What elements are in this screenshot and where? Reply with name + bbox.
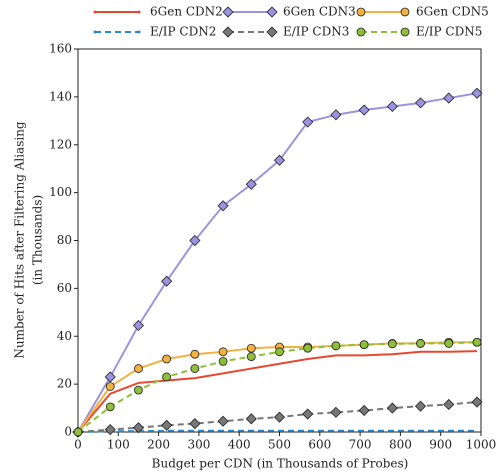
x-axis-label: Budget per CDN (in Thousands of Probes) — [152, 457, 409, 471]
data-point — [161, 275, 173, 287]
data-point — [162, 354, 172, 364]
data-point — [275, 347, 284, 357]
y-tick-label: 40 — [57, 329, 72, 343]
y-tick-label: 160 — [49, 42, 72, 56]
x-tick-label: 500 — [268, 438, 291, 452]
legend-marker — [93, 30, 97, 34]
data-point — [358, 104, 370, 116]
legend-label: E/IP CDN5 — [416, 25, 482, 39]
data-point — [73, 427, 83, 437]
data-point — [330, 406, 342, 418]
legend-marker — [222, 6, 234, 18]
data-point — [105, 402, 115, 412]
data-point — [416, 339, 425, 348]
data-point — [189, 418, 201, 430]
data-point — [471, 396, 483, 408]
data-point — [386, 100, 398, 113]
y-tick-label: 120 — [49, 137, 72, 151]
legend-marker — [137, 10, 141, 14]
data-point — [245, 413, 257, 425]
legend-label: E/IP CDN2 — [150, 25, 216, 39]
legend-label: 6Gen CDN2 — [150, 5, 223, 19]
x-tick-label: 1000 — [466, 438, 497, 452]
legend-marker — [400, 27, 410, 37]
data-point — [273, 411, 286, 423]
legend-label: 6Gen CDN3 — [283, 5, 356, 19]
data-point — [444, 339, 454, 348]
legend-marker — [137, 30, 141, 34]
data-point — [217, 415, 229, 427]
legend-marker — [356, 27, 366, 37]
y-tick-label: 140 — [49, 89, 72, 103]
legend-marker — [356, 7, 366, 17]
data-point — [245, 178, 257, 190]
data-point — [104, 371, 116, 383]
data-point — [331, 341, 341, 351]
data-point — [132, 319, 145, 332]
series-line — [77, 350, 477, 433]
legend-marker — [93, 10, 97, 14]
data-point — [303, 343, 313, 353]
x-tick-label: 600 — [308, 438, 331, 452]
y-tick-label: 80 — [57, 233, 72, 247]
y-axis-label: Number of Hits after Filtering Aliasing — [13, 121, 27, 359]
data-point — [218, 356, 228, 366]
x-tick-label: 0 — [74, 438, 82, 452]
x-tick-label: 300 — [187, 438, 210, 452]
data-point — [302, 408, 314, 420]
legend-marker — [222, 26, 234, 38]
data-point — [134, 385, 143, 395]
x-tick-label: 700 — [349, 438, 372, 452]
data-point — [246, 343, 256, 353]
y-tick-label: 100 — [49, 185, 72, 199]
data-point — [472, 337, 482, 347]
legend-label: 6Gen CDN5 — [416, 5, 489, 19]
y-tick-label: 0 — [64, 425, 72, 439]
data-point — [162, 372, 172, 382]
data-point — [273, 154, 286, 166]
legend-marker — [266, 6, 278, 18]
legend-label: E/IP CDN3 — [283, 25, 349, 39]
data-point — [161, 419, 173, 431]
x-tick-label: 400 — [228, 438, 251, 452]
series-line — [77, 92, 478, 433]
data-point — [443, 398, 455, 411]
data-point — [471, 87, 483, 99]
data-point — [358, 404, 370, 417]
data-point — [414, 400, 427, 412]
x-tick-label: 200 — [147, 438, 170, 452]
data-point — [189, 234, 201, 247]
data-point — [218, 347, 228, 357]
data-point — [246, 352, 256, 361]
data-point — [190, 364, 200, 373]
y-axis-label: (in Thousands) — [31, 195, 45, 285]
data-point — [386, 402, 398, 414]
y-tick-label: 60 — [57, 281, 72, 295]
legend-marker — [266, 26, 278, 38]
x-tick-label: 800 — [389, 438, 412, 452]
data-point — [443, 92, 455, 104]
series-line — [77, 429, 477, 433]
data-point — [104, 424, 116, 436]
data-point — [105, 382, 115, 391]
x-tick-label: 900 — [429, 438, 452, 452]
data-point — [330, 109, 342, 121]
legend-marker — [400, 7, 410, 17]
data-point — [132, 422, 145, 434]
data-point — [134, 364, 143, 373]
data-point — [302, 116, 314, 128]
data-point — [414, 97, 427, 109]
data-point — [190, 349, 200, 359]
x-tick-label: 100 — [107, 438, 130, 452]
data-point — [387, 339, 397, 349]
data-point — [359, 340, 369, 350]
y-tick-label: 20 — [57, 377, 72, 391]
data-point — [217, 200, 229, 212]
